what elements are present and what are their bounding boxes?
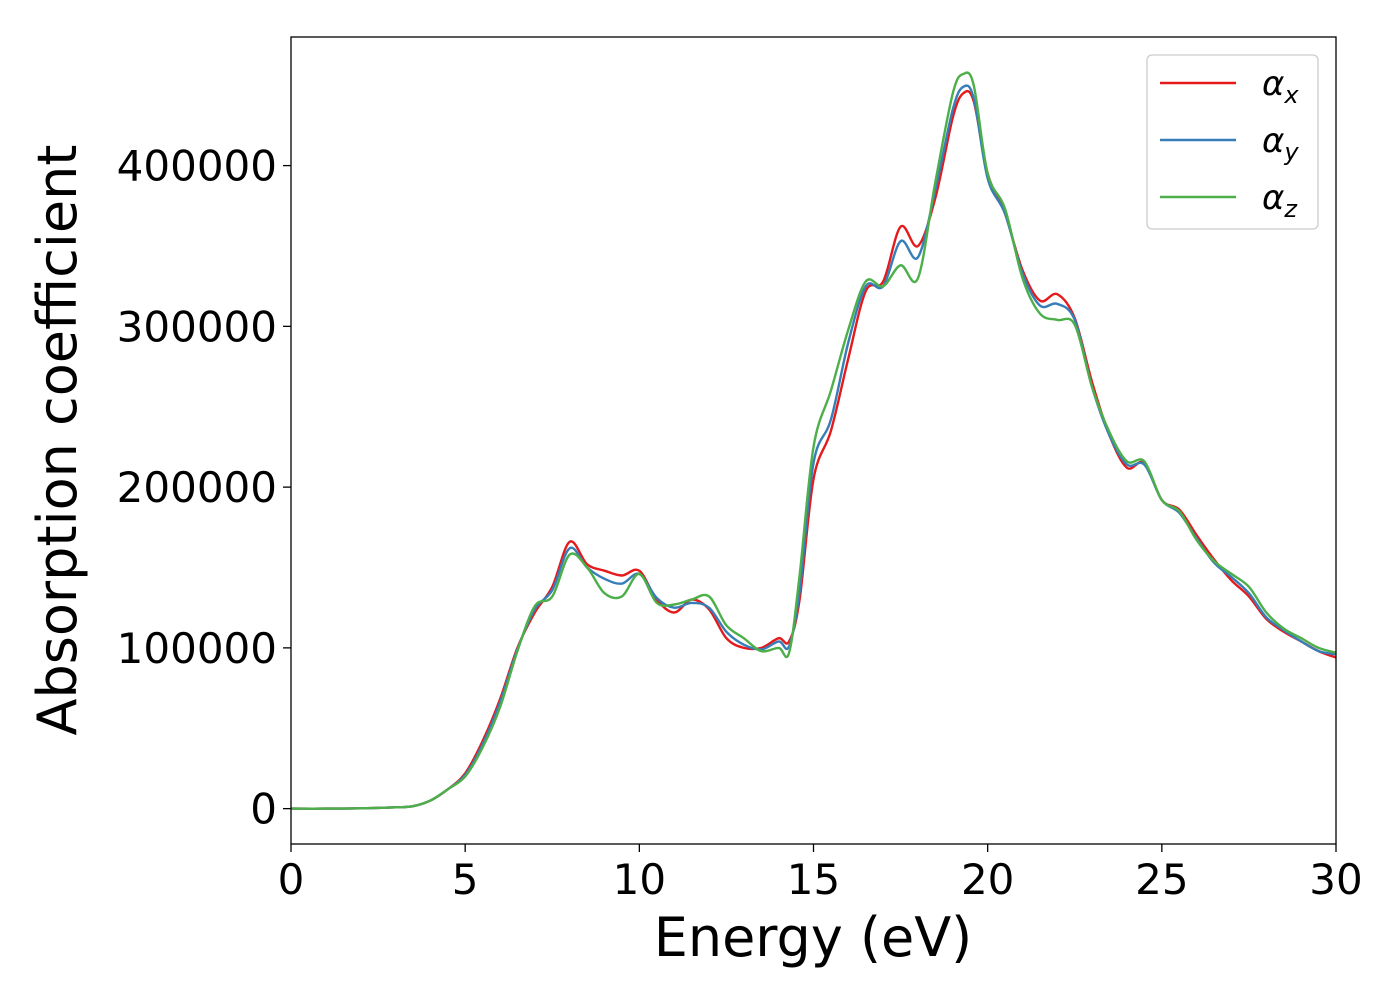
y-tick-label: 300000 bbox=[117, 302, 277, 351]
y-axis-title: Absorption coefficient bbox=[26, 145, 89, 736]
x-tick-label: 25 bbox=[1135, 855, 1188, 904]
series-line-z bbox=[290, 71, 1337, 810]
y-tick-label: 100000 bbox=[117, 624, 277, 673]
y-axis: 0 100000 200000 300000 400000 bbox=[117, 142, 291, 834]
x-tick-label: 5 bbox=[452, 855, 479, 904]
x-axis: 0 5 10 15 20 25 30 bbox=[278, 844, 1363, 904]
x-axis-title: Energy (eV) bbox=[654, 906, 973, 969]
x-tick-label: 15 bbox=[787, 855, 840, 904]
y-tick-label: 0 bbox=[250, 785, 277, 834]
y-tick-label: 200000 bbox=[117, 463, 277, 512]
x-tick-label: 10 bbox=[613, 855, 666, 904]
x-tick-label: 0 bbox=[278, 855, 305, 904]
x-tick-label: 30 bbox=[1309, 855, 1362, 904]
legend-label-x: αx bbox=[1262, 64, 1299, 109]
x-tick-label: 20 bbox=[961, 855, 1014, 904]
series-lines bbox=[290, 71, 1337, 810]
legend-label-y: αy bbox=[1262, 121, 1299, 166]
y-tick-label: 400000 bbox=[117, 142, 277, 191]
legend-box bbox=[1146, 54, 1319, 230]
